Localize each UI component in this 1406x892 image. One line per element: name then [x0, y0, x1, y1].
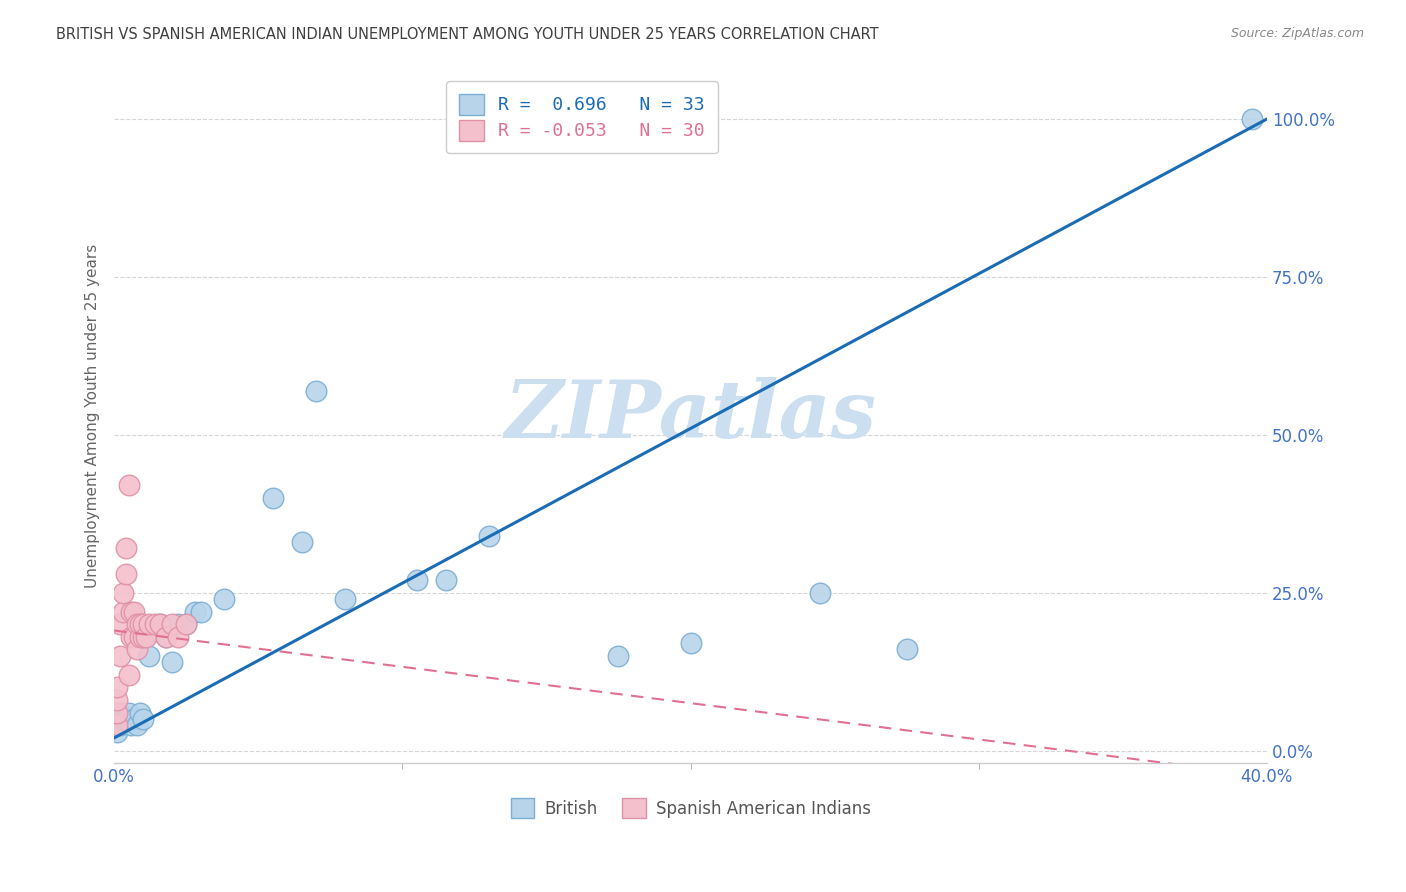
Point	[124, 630, 146, 644]
Point	[127, 718, 149, 732]
Point	[127, 617, 149, 632]
Point	[184, 605, 207, 619]
Point	[132, 630, 155, 644]
Point	[105, 718, 128, 732]
Point	[108, 648, 131, 663]
Point	[111, 605, 134, 619]
Point	[111, 585, 134, 599]
Point	[105, 681, 128, 695]
Point	[143, 617, 166, 632]
Point	[155, 630, 177, 644]
Point	[896, 642, 918, 657]
Point	[105, 693, 128, 707]
Point	[117, 667, 139, 681]
Point	[333, 591, 356, 606]
Point	[129, 706, 152, 720]
Point	[149, 617, 172, 632]
Point	[405, 573, 427, 587]
Point	[434, 573, 457, 587]
Point	[129, 617, 152, 632]
Point	[124, 605, 146, 619]
Point	[166, 617, 188, 632]
Point	[212, 591, 235, 606]
Point	[478, 529, 501, 543]
Point	[174, 617, 197, 632]
Point	[305, 384, 328, 398]
Point	[121, 605, 143, 619]
Point	[1241, 112, 1264, 126]
Point	[114, 712, 136, 726]
Point	[105, 706, 128, 720]
Point	[114, 566, 136, 581]
Point	[155, 630, 177, 644]
Point	[138, 648, 160, 663]
Point	[121, 630, 143, 644]
Point	[190, 605, 212, 619]
Point	[808, 585, 831, 599]
Point	[160, 617, 183, 632]
Point	[117, 478, 139, 492]
Point	[111, 712, 134, 726]
Point	[290, 535, 312, 549]
Text: BRITISH VS SPANISH AMERICAN INDIAN UNEMPLOYMENT AMONG YOUTH UNDER 25 YEARS CORRE: BRITISH VS SPANISH AMERICAN INDIAN UNEMP…	[56, 27, 879, 42]
Point	[114, 541, 136, 556]
Point	[160, 655, 183, 669]
Point	[121, 718, 143, 732]
Point	[679, 636, 702, 650]
Point	[105, 724, 128, 739]
Point	[124, 712, 146, 726]
Point	[132, 712, 155, 726]
Y-axis label: Unemployment Among Youth under 25 years: Unemployment Among Youth under 25 years	[86, 244, 100, 588]
Point	[166, 630, 188, 644]
Point	[149, 617, 172, 632]
Point	[132, 617, 155, 632]
Point	[143, 624, 166, 638]
Point	[135, 630, 157, 644]
Point	[607, 648, 630, 663]
Point	[108, 706, 131, 720]
Point	[117, 706, 139, 720]
Point	[127, 642, 149, 657]
Text: Source: ZipAtlas.com: Source: ZipAtlas.com	[1230, 27, 1364, 40]
Point	[262, 491, 284, 505]
Point	[108, 718, 131, 732]
Point	[129, 630, 152, 644]
Legend: British, Spanish American Indians: British, Spanish American Indians	[503, 792, 877, 824]
Point	[138, 617, 160, 632]
Text: ZIPatlas: ZIPatlas	[505, 377, 876, 455]
Point	[108, 617, 131, 632]
Point	[174, 617, 197, 632]
